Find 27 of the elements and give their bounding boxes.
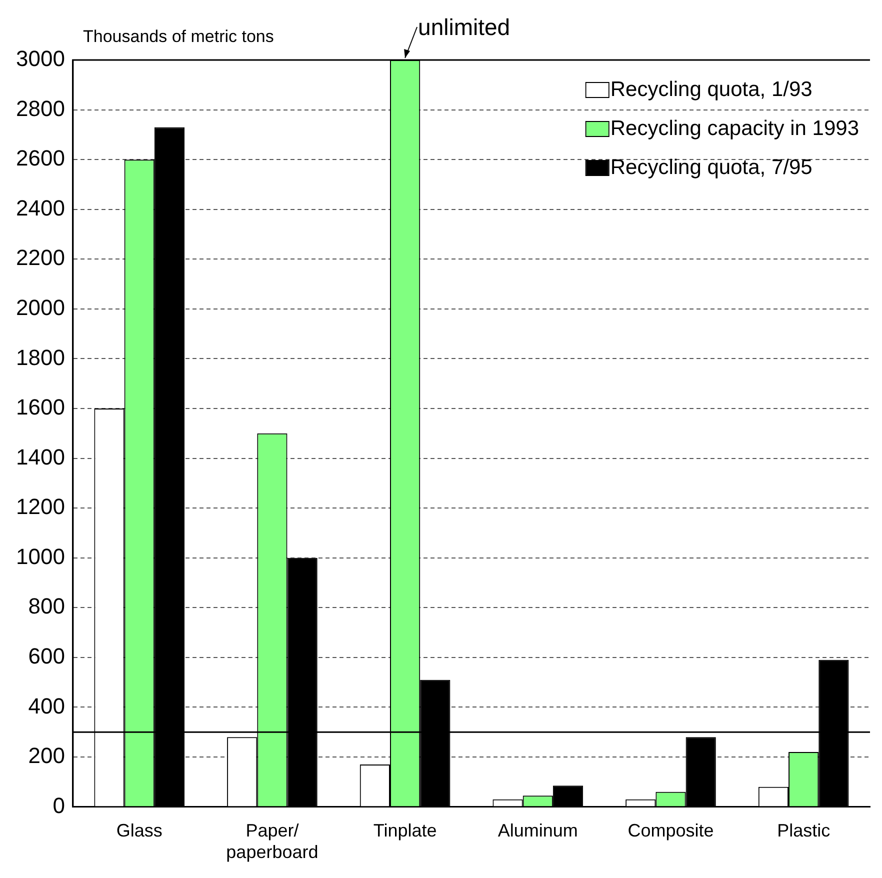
y-tick-label: 2000	[16, 294, 65, 320]
x-tick-label: Glass	[116, 820, 162, 841]
y-tick-label: 1000	[16, 544, 65, 569]
y-tick-label: 2400	[16, 195, 65, 220]
y-axis-title: Thousands of metric tons	[83, 27, 274, 46]
annotation: unlimited	[418, 14, 510, 40]
y-tick-label: 3000	[16, 46, 65, 72]
x-tick-label: Paper/ paperboard	[226, 820, 318, 862]
x-tick-label: Aluminum	[498, 820, 578, 841]
y-tick-label: 2600	[16, 146, 65, 171]
x-tick-label: Plastic	[777, 820, 830, 841]
legend-label: Recycling quota, 7/95	[610, 156, 812, 179]
x-tick-label: Composite	[628, 820, 714, 841]
y-tick-label: 1400	[16, 444, 65, 470]
y-tick-label: 1200	[16, 494, 65, 520]
x-tick-label: Tinplate	[373, 820, 437, 841]
y-tick-label: 400	[28, 693, 65, 718]
y-tick-label: 600	[28, 644, 65, 669]
y-tick-label: 1800	[16, 344, 65, 370]
y-tick-label: 800	[28, 594, 65, 619]
legend-label: Recycling quota, 1/93	[610, 78, 812, 101]
y-tick-label: 1600	[16, 394, 65, 420]
y-tick-label: 200	[28, 743, 65, 768]
y-tick-label: 2800	[16, 96, 65, 121]
legend-label: Recycling capacity in 1993	[610, 116, 860, 140]
y-tick-label: 2200	[16, 245, 65, 270]
y-tick-label: 0	[52, 792, 65, 818]
